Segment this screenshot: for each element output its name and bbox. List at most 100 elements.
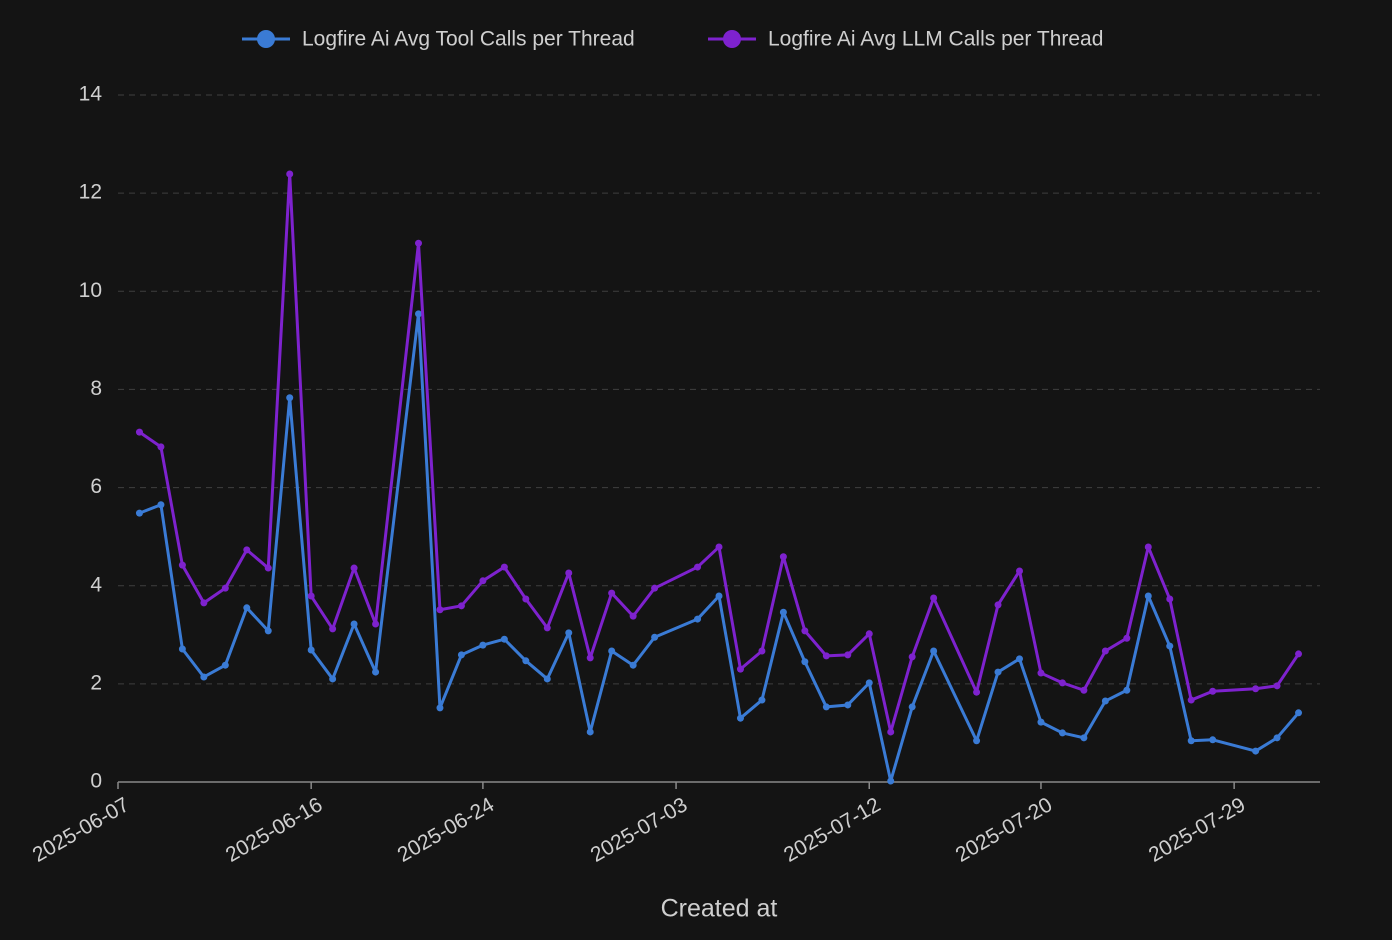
data-point	[1144, 543, 1152, 551]
data-point	[865, 630, 873, 638]
legend-label: Logfire Ai Avg LLM Calls per Thread	[768, 28, 1103, 51]
data-point	[930, 647, 938, 655]
data-point	[264, 627, 272, 635]
data-point	[779, 553, 787, 561]
legend-label: Logfire Ai Avg Tool Calls per Thread	[302, 28, 635, 51]
data-point	[200, 599, 208, 607]
data-point	[329, 625, 337, 633]
legend-marker	[723, 30, 741, 48]
data-point	[436, 704, 444, 712]
y-tick-label: 14	[79, 83, 103, 106]
data-point	[629, 661, 637, 669]
data-point	[1295, 650, 1303, 658]
data-point	[651, 633, 659, 641]
data-point	[973, 737, 981, 745]
data-point	[908, 653, 916, 661]
data-point	[135, 428, 143, 436]
data-point	[1187, 737, 1195, 745]
data-point	[543, 675, 551, 683]
data-point	[1295, 709, 1303, 717]
data-point	[1080, 686, 1088, 694]
data-point	[457, 651, 465, 659]
data-point	[479, 577, 487, 585]
data-point	[1016, 567, 1023, 575]
data-point	[243, 604, 251, 612]
data-point	[1123, 686, 1131, 694]
data-point	[1209, 687, 1217, 695]
data-point	[608, 589, 616, 597]
data-point	[715, 543, 723, 551]
data-point	[565, 629, 573, 637]
data-point	[1037, 669, 1045, 677]
data-point	[307, 646, 315, 654]
data-point	[1144, 592, 1152, 600]
data-point	[286, 170, 294, 178]
y-tick-label: 10	[79, 279, 102, 302]
data-point	[608, 647, 616, 655]
data-point	[1123, 634, 1131, 642]
data-point	[457, 602, 465, 610]
data-point	[586, 728, 594, 736]
data-point	[887, 728, 895, 736]
data-point	[286, 394, 294, 402]
data-point	[758, 647, 766, 655]
data-point	[1101, 697, 1109, 705]
data-point	[1209, 736, 1217, 744]
data-point	[522, 595, 530, 603]
data-point	[887, 777, 895, 785]
data-point	[844, 651, 852, 659]
y-tick-label: 2	[90, 671, 102, 694]
data-point	[1080, 734, 1088, 742]
data-point	[779, 608, 787, 616]
data-point	[930, 594, 938, 602]
data-point	[694, 615, 702, 623]
data-point	[1058, 679, 1066, 687]
data-point	[1016, 655, 1023, 663]
data-point	[1252, 747, 1260, 755]
data-point	[629, 612, 637, 620]
data-point	[178, 645, 186, 653]
data-point	[586, 654, 594, 662]
data-point	[1273, 734, 1281, 742]
data-point	[1273, 682, 1281, 690]
data-point	[565, 569, 573, 577]
data-point	[736, 665, 744, 673]
data-point	[715, 592, 723, 600]
data-point	[1037, 718, 1045, 726]
data-point	[436, 606, 444, 614]
data-point	[264, 564, 272, 572]
data-point	[844, 701, 852, 709]
legend: Logfire Ai Avg Tool Calls per Thread Log…	[242, 28, 1103, 51]
data-point	[651, 584, 659, 592]
data-point	[543, 624, 551, 632]
data-point	[415, 239, 422, 247]
data-point	[329, 675, 337, 683]
data-point	[822, 652, 830, 660]
data-point	[243, 546, 251, 554]
data-point	[801, 658, 809, 666]
data-point	[522, 657, 530, 665]
y-tick-label: 0	[90, 770, 102, 793]
data-point	[350, 564, 358, 572]
data-point	[500, 563, 508, 571]
data-point	[178, 561, 186, 569]
data-point	[135, 509, 143, 517]
data-point	[221, 584, 229, 592]
data-point	[908, 703, 916, 711]
data-point	[1101, 647, 1109, 655]
data-point	[157, 501, 165, 509]
data-point	[736, 714, 744, 722]
data-point	[822, 703, 830, 711]
data-point	[758, 696, 766, 704]
data-point	[694, 563, 702, 571]
data-point	[994, 601, 1002, 609]
data-point	[372, 668, 380, 676]
y-tick-label: 12	[79, 181, 102, 204]
data-point	[994, 668, 1002, 676]
data-point	[221, 661, 229, 669]
data-point	[1166, 642, 1174, 650]
data-point	[500, 635, 508, 643]
data-point	[307, 592, 315, 600]
